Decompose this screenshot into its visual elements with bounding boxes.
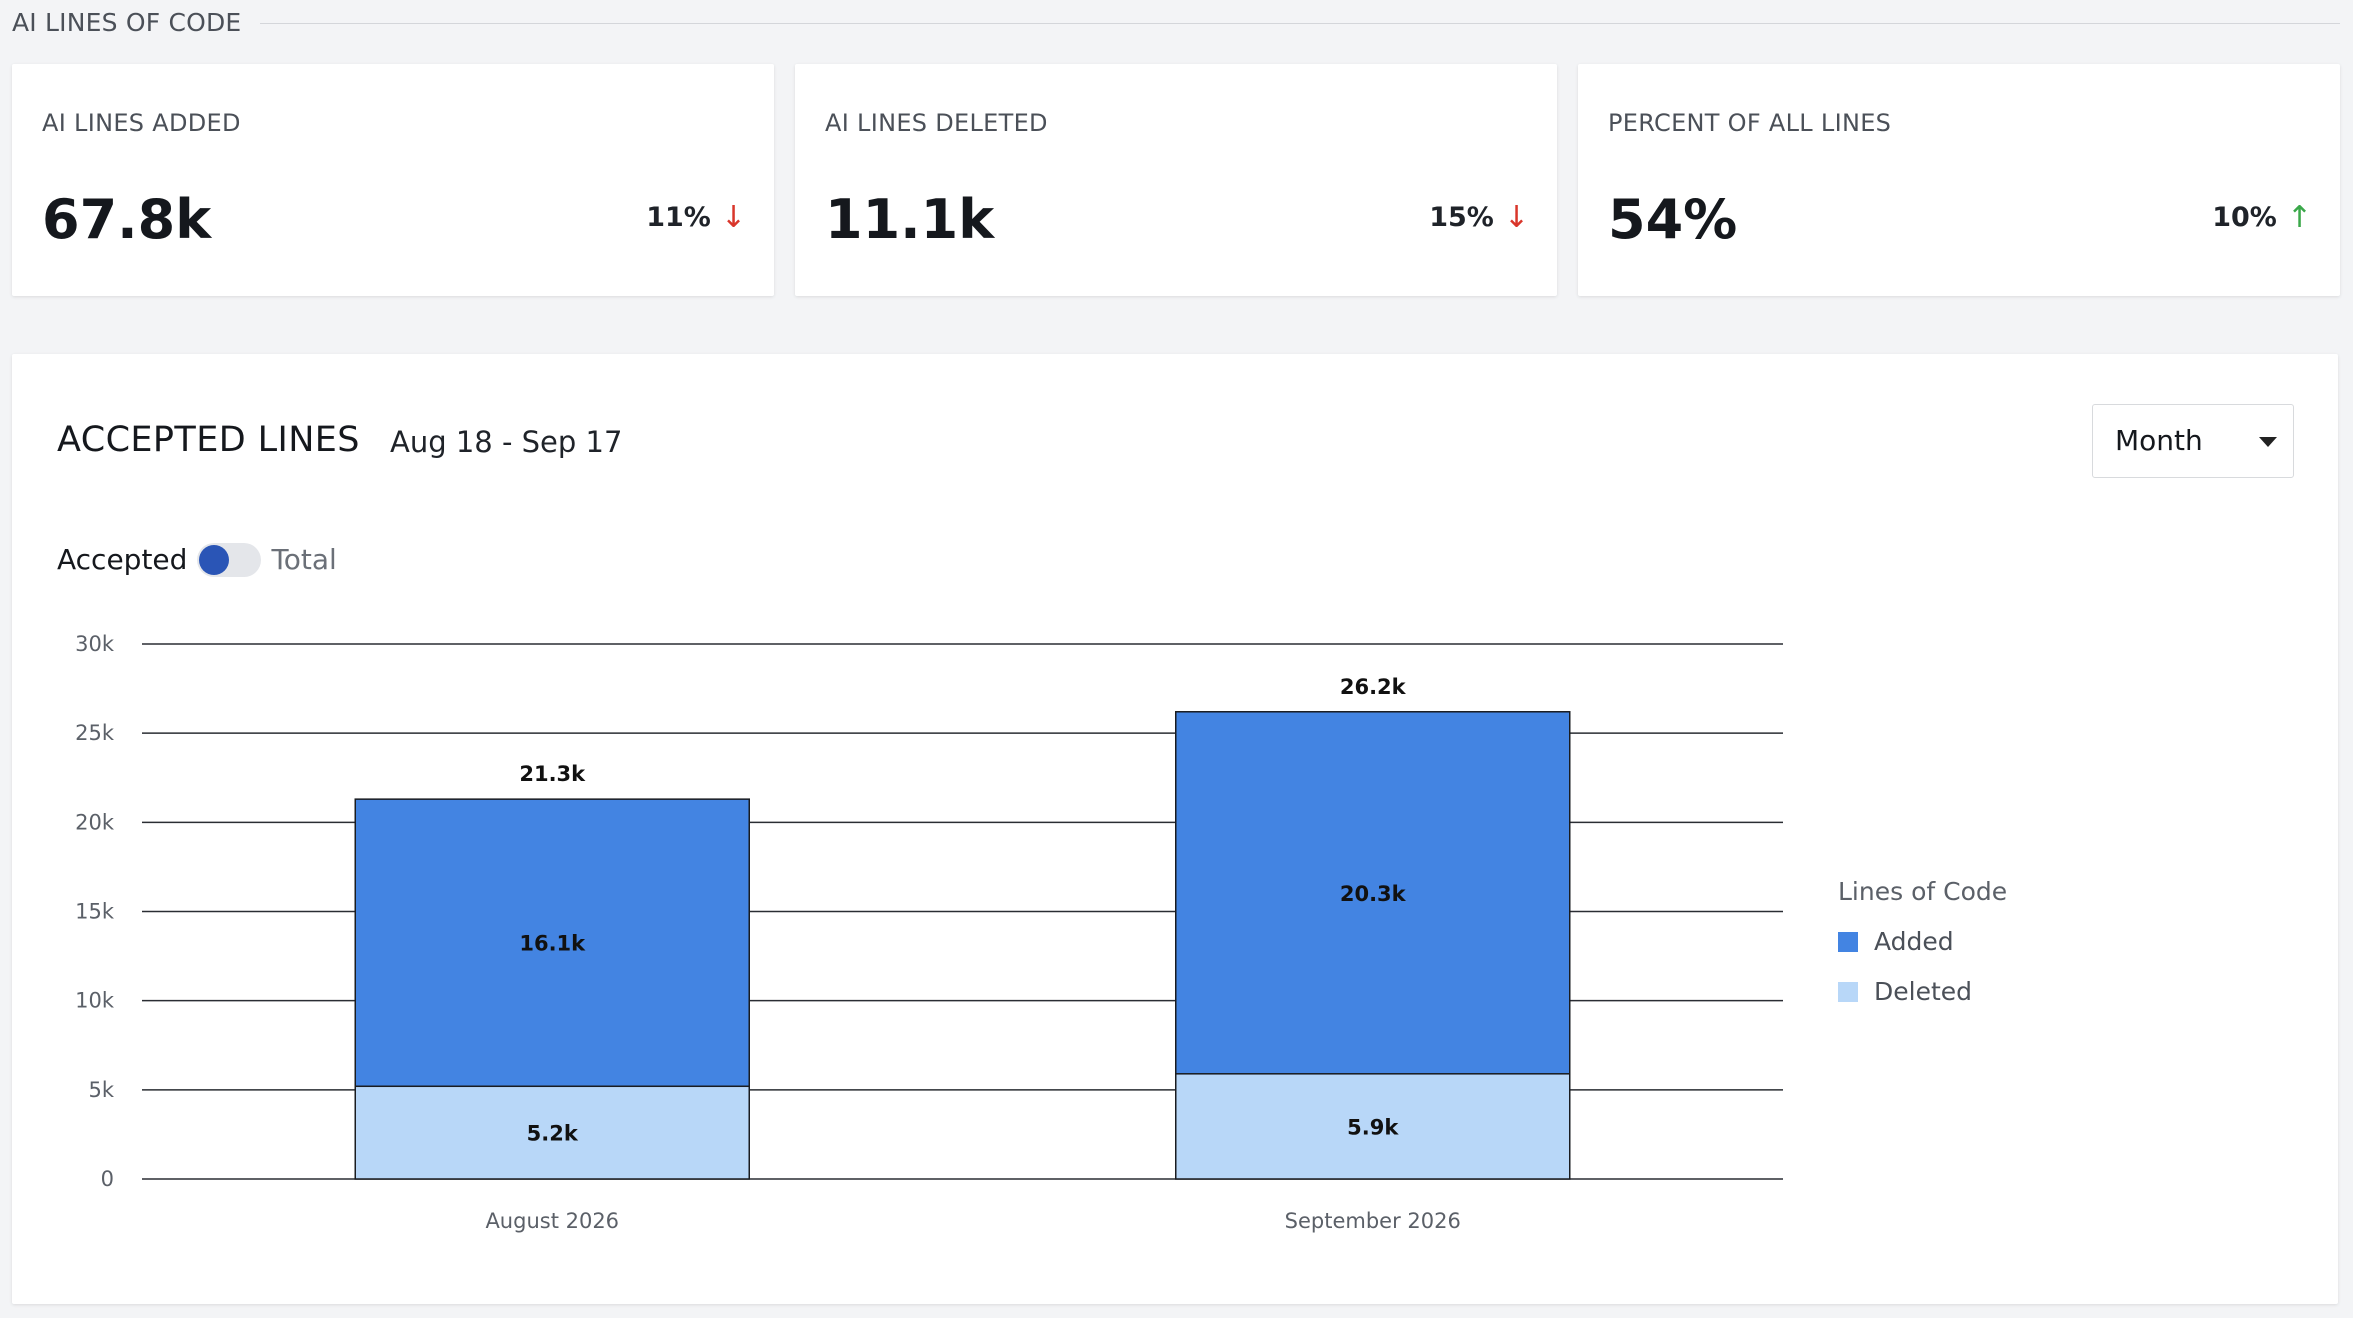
data-labels: 0 5k 10k 15k 20k 25k 30k 5.2k 16.1k 21.3k August 2… — [75, 632, 1461, 1233]
bar-total-label: 26.2k — [1340, 675, 1407, 699]
stat-change-value: 10% — [2212, 202, 2277, 233]
y-tick-label: 15k — [75, 900, 115, 924]
stat-card-lines-added: AI LINES ADDED 67.8k 11% ↓ — [12, 64, 774, 296]
y-tick-label: 20k — [75, 810, 115, 834]
toggle-label-total: Total — [271, 543, 337, 576]
legend-item-added[interactable]: Added — [1838, 924, 2007, 960]
arrow-up-icon: ↑ — [2286, 200, 2312, 235]
stat-label: AI LINES ADDED — [42, 109, 241, 137]
stat-change: 11% ↓ — [646, 200, 746, 236]
y-tick-label: 5k — [88, 1078, 114, 1102]
stat-change-value: 15% — [1429, 202, 1494, 233]
bar-segment-label: 20.3k — [1340, 882, 1407, 906]
y-tick-label: 30k — [75, 632, 115, 656]
legend-swatch-deleted — [1838, 982, 1858, 1002]
stat-change: 10% ↑ — [2212, 200, 2312, 236]
x-category-label: September 2026 — [1285, 1209, 1461, 1233]
date-range: Aug 18 - Sep 17 — [390, 425, 623, 459]
bar-segment-added — [1175, 711, 1571, 1075]
stat-card-percent-all-lines: PERCENT OF ALL LINES 54% 10% ↑ — [1578, 64, 2340, 296]
section-header: AI LINES OF CODE — [12, 8, 2340, 38]
y-tick-label: 0 — [101, 1167, 114, 1191]
accepted-lines-panel: ACCEPTED LINES Aug 18 - Sep 17 Month Acc… — [12, 354, 2338, 1304]
legend-swatch-added — [1838, 932, 1858, 952]
bar-segment-label: 5.9k — [1347, 1115, 1399, 1139]
bar-segment-label: 5.2k — [527, 1122, 579, 1146]
bars — [354, 711, 1571, 1180]
period-select[interactable]: Month — [2092, 404, 2294, 478]
bar-segment-deleted — [1175, 1073, 1571, 1180]
y-tick-label: 25k — [75, 721, 115, 745]
bar-total-label: 21.3k — [519, 762, 586, 786]
legend-title: Lines of Code — [1838, 877, 2008, 906]
legend-label: Deleted — [1874, 977, 1973, 1006]
toggle-knob — [199, 545, 230, 575]
stat-change: 15% ↓ — [1429, 200, 1529, 236]
stat-label: PERCENT OF ALL LINES — [1608, 109, 1892, 137]
section-divider — [260, 23, 2340, 24]
legend-label: Added — [1874, 927, 1954, 956]
bar-segment-label: 16.1k — [519, 932, 586, 956]
stat-value: 67.8k — [42, 188, 212, 251]
toggle-label-accepted: Accepted — [57, 543, 188, 576]
stacked-bar-chart: 0 5k 10k 15k 20k 25k 30k 5.2k 16.1k 21.3k August 2… — [75, 632, 1783, 1233]
stat-card-lines-deleted: AI LINES DELETED 11.1k 15% ↓ — [795, 64, 1557, 296]
arrow-down-icon: ↓ — [1503, 200, 1529, 235]
chart-legend: Lines of Code Added Deleted — [1838, 874, 2007, 1010]
legend-item-deleted[interactable]: Deleted — [1838, 974, 2007, 1010]
y-tick-label: 10k — [75, 989, 115, 1013]
stat-change-value: 11% — [646, 202, 711, 233]
accepted-total-toggle-row: Accepted Total — [57, 540, 337, 580]
bar-segment-added — [354, 798, 750, 1088]
caret-down-icon — [2259, 437, 2277, 447]
arrow-down-icon: ↓ — [720, 200, 746, 235]
stat-label: AI LINES DELETED — [825, 109, 1048, 137]
x-category-label: August 2026 — [485, 1209, 619, 1233]
stat-value: 54% — [1608, 188, 1738, 251]
stat-value: 11.1k — [825, 188, 995, 251]
accepted-total-toggle[interactable] — [197, 543, 262, 577]
section-title: AI LINES OF CODE — [12, 8, 242, 37]
panel-title: ACCEPTED LINES — [57, 420, 360, 460]
period-select-value: Month — [2115, 424, 2203, 457]
